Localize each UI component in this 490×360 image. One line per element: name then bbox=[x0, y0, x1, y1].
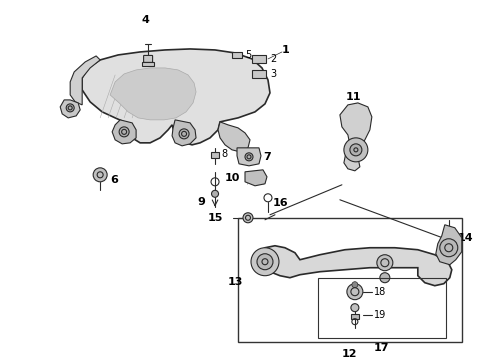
Text: 15: 15 bbox=[208, 213, 223, 223]
Circle shape bbox=[377, 255, 393, 271]
Text: 17: 17 bbox=[374, 343, 390, 353]
Circle shape bbox=[245, 153, 253, 161]
Bar bbox=[238, 218, 462, 342]
Text: 6: 6 bbox=[110, 175, 118, 185]
Circle shape bbox=[350, 144, 362, 156]
Polygon shape bbox=[60, 100, 80, 118]
Circle shape bbox=[119, 127, 129, 137]
Circle shape bbox=[440, 239, 458, 257]
Text: 7: 7 bbox=[263, 152, 271, 162]
Circle shape bbox=[243, 213, 253, 223]
Polygon shape bbox=[436, 225, 462, 265]
Circle shape bbox=[347, 284, 363, 300]
Polygon shape bbox=[218, 122, 250, 152]
Text: 11: 11 bbox=[346, 92, 362, 102]
Circle shape bbox=[351, 304, 359, 312]
Polygon shape bbox=[172, 120, 196, 146]
Bar bbox=[252, 55, 266, 63]
Circle shape bbox=[257, 254, 273, 270]
Polygon shape bbox=[112, 120, 136, 144]
Text: 13: 13 bbox=[228, 277, 243, 287]
Bar bbox=[351, 314, 359, 319]
Text: 9: 9 bbox=[197, 197, 205, 207]
Text: 18: 18 bbox=[374, 287, 386, 297]
Text: 8: 8 bbox=[221, 149, 227, 159]
Circle shape bbox=[93, 168, 107, 182]
Bar bbox=[252, 70, 266, 78]
Circle shape bbox=[179, 129, 189, 139]
Bar bbox=[318, 278, 446, 338]
Circle shape bbox=[251, 248, 279, 276]
Text: 10: 10 bbox=[224, 173, 240, 183]
Text: 4: 4 bbox=[141, 15, 149, 25]
Text: 14: 14 bbox=[458, 233, 473, 243]
Bar bbox=[232, 52, 242, 58]
Text: 19: 19 bbox=[374, 310, 386, 320]
Polygon shape bbox=[82, 49, 270, 145]
Text: 5: 5 bbox=[245, 50, 251, 60]
Polygon shape bbox=[237, 148, 261, 166]
Circle shape bbox=[380, 273, 390, 283]
Polygon shape bbox=[245, 170, 267, 186]
Text: 12: 12 bbox=[342, 348, 358, 359]
Polygon shape bbox=[340, 103, 372, 171]
Bar bbox=[142, 62, 154, 66]
Bar bbox=[211, 152, 219, 158]
Text: 1: 1 bbox=[282, 45, 290, 55]
Polygon shape bbox=[110, 68, 196, 120]
FancyBboxPatch shape bbox=[144, 55, 152, 62]
Polygon shape bbox=[70, 56, 100, 105]
Polygon shape bbox=[255, 246, 452, 286]
Circle shape bbox=[66, 104, 74, 112]
Circle shape bbox=[344, 138, 368, 162]
Text: 2: 2 bbox=[270, 54, 276, 64]
Text: 3: 3 bbox=[270, 69, 276, 79]
Circle shape bbox=[212, 190, 219, 197]
Circle shape bbox=[352, 282, 358, 288]
Text: 16: 16 bbox=[273, 198, 289, 208]
